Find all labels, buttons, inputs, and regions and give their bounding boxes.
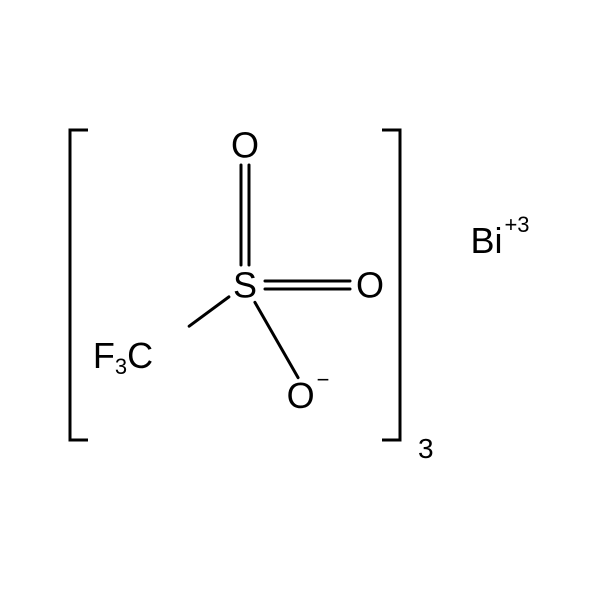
group-CF3: F3C: [93, 335, 153, 379]
atom-O-right: O: [356, 265, 384, 306]
single-bond: [255, 302, 298, 377]
bracket-subscript: 3: [418, 433, 434, 464]
right-bracket: [382, 130, 400, 440]
atom-S: S: [233, 265, 257, 306]
atom-O-top: O: [231, 125, 259, 166]
atom-Bi: Bi+3: [470, 211, 529, 260]
left-bracket: [70, 130, 88, 440]
single-bond: [189, 297, 229, 326]
atom-O-minus: O−: [287, 366, 330, 415]
